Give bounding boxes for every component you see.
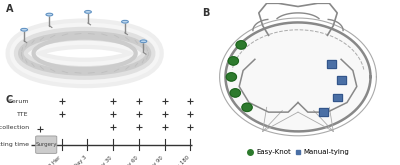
Text: Knotting time: Knotting time xyxy=(0,142,29,147)
Text: 0 Her: 0 Her xyxy=(48,155,62,165)
Bar xyxy=(333,94,342,101)
Bar xyxy=(337,76,346,84)
Text: Surgery: Surgery xyxy=(36,142,57,147)
Polygon shape xyxy=(226,22,370,131)
Text: Day 30: Day 30 xyxy=(96,155,113,165)
Text: Tissue collection: Tissue collection xyxy=(0,125,29,130)
Text: Day 3: Day 3 xyxy=(73,155,87,165)
Ellipse shape xyxy=(46,13,53,16)
Text: Day 180: Day 180 xyxy=(171,155,190,165)
Bar xyxy=(319,108,328,116)
Text: B: B xyxy=(202,8,209,18)
Text: Day 60: Day 60 xyxy=(122,155,139,165)
Bar xyxy=(319,108,328,116)
Ellipse shape xyxy=(85,11,91,13)
Circle shape xyxy=(236,41,246,49)
Bar xyxy=(327,60,336,68)
Text: TTE: TTE xyxy=(18,112,29,117)
Ellipse shape xyxy=(122,20,128,23)
Text: A: A xyxy=(6,4,13,14)
Legend: Easy-Knot, Manual-tying: Easy-Knot, Manual-tying xyxy=(244,147,352,158)
Ellipse shape xyxy=(21,28,28,31)
Circle shape xyxy=(230,89,240,97)
Bar xyxy=(333,94,342,101)
Text: Day 90: Day 90 xyxy=(148,155,164,165)
FancyBboxPatch shape xyxy=(36,136,57,153)
Bar xyxy=(327,60,336,68)
Ellipse shape xyxy=(140,40,147,43)
Circle shape xyxy=(226,73,236,81)
Bar xyxy=(337,76,346,84)
Text: Serum: Serum xyxy=(8,99,29,104)
Circle shape xyxy=(228,57,238,65)
Circle shape xyxy=(242,103,252,112)
Text: C: C xyxy=(6,95,13,105)
